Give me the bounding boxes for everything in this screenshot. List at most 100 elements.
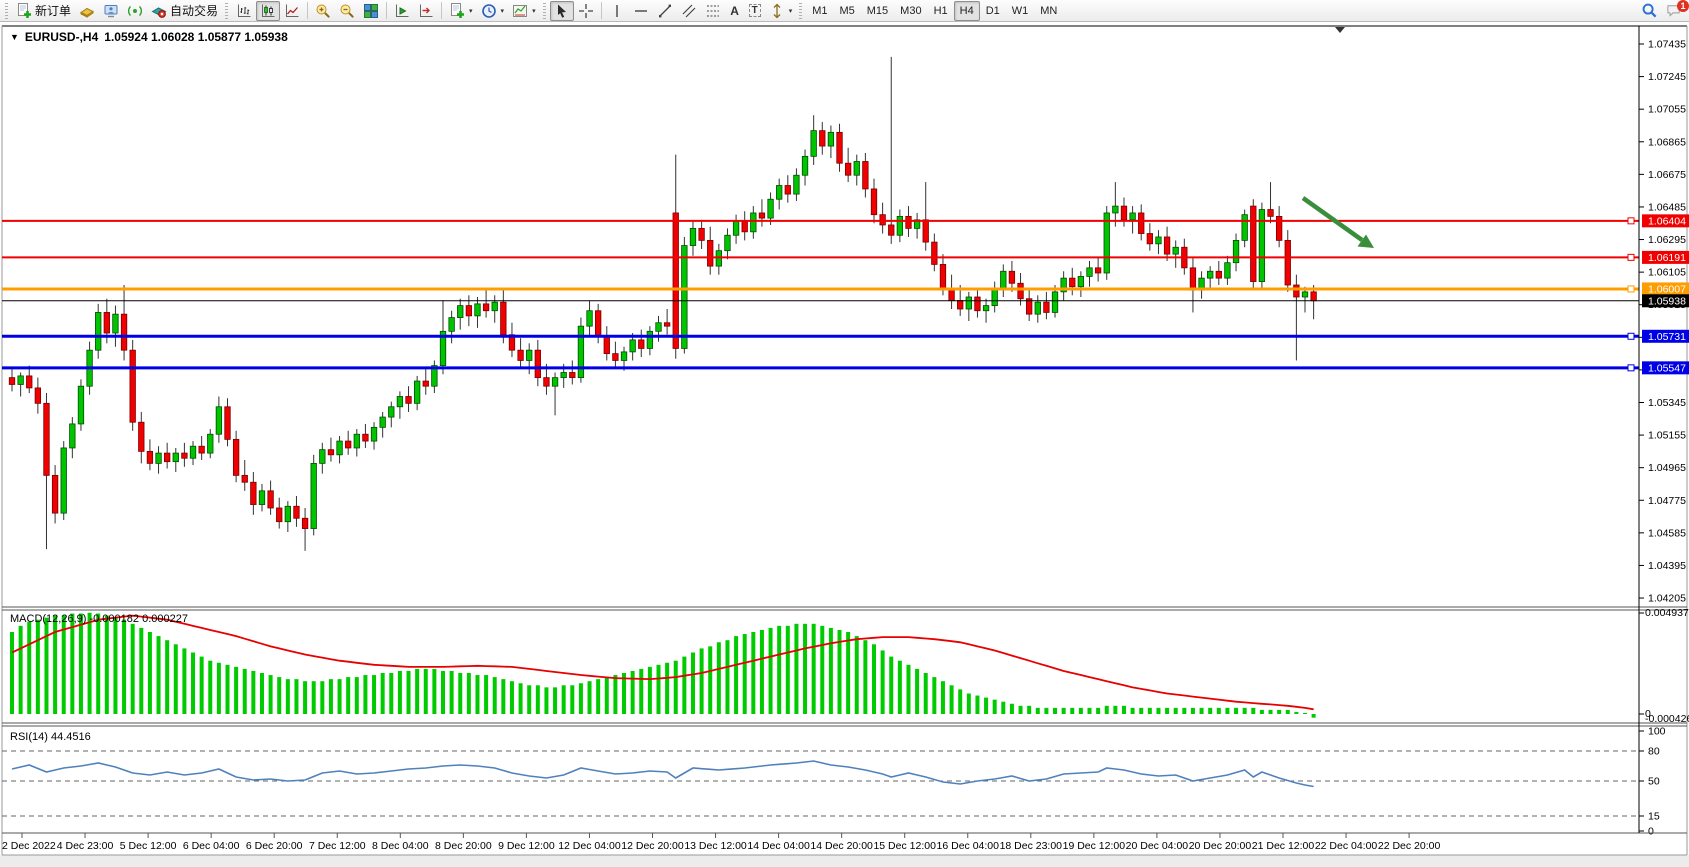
chart-shift-button[interactable] xyxy=(414,1,438,21)
svg-text:15 Dec 12:00: 15 Dec 12:00 xyxy=(873,840,936,852)
new-order-button[interactable]: 新订单 xyxy=(12,1,75,21)
cursor-icon xyxy=(554,3,570,19)
new-chart-icon xyxy=(449,2,465,19)
price-axis[interactable] xyxy=(1640,26,1688,833)
search-button[interactable] xyxy=(1637,1,1662,21)
line-chart-button[interactable] xyxy=(280,1,304,21)
svg-text:1.06191: 1.06191 xyxy=(1648,252,1686,264)
toolbar-separator xyxy=(441,2,443,19)
notifications-button[interactable]: 1 xyxy=(1662,0,1689,21)
svg-text:15: 15 xyxy=(1648,811,1660,823)
timeframe-m1[interactable]: M1 xyxy=(812,4,828,17)
svg-text:1.05345: 1.05345 xyxy=(1648,397,1686,409)
clock-icon xyxy=(481,3,497,19)
svg-text:13 Dec 12:00: 13 Dec 12:00 xyxy=(684,840,747,852)
time-axis[interactable] xyxy=(2,833,1639,855)
new-order-icon xyxy=(16,2,32,19)
timeframe-d1[interactable]: D1 xyxy=(985,4,1000,17)
svg-text:14 Dec 04:00: 14 Dec 04:00 xyxy=(747,840,810,852)
svg-text:4 Dec 23:00: 4 Dec 23:00 xyxy=(57,840,114,852)
svg-text:1.04965: 1.04965 xyxy=(1648,462,1686,474)
zoom-in-button[interactable] xyxy=(311,1,335,21)
svg-text:MACD(12,26,9) -0.000182 0.0002: MACD(12,26,9) -0.000182 0.000227 xyxy=(10,613,188,625)
tile-windows-button[interactable] xyxy=(359,1,383,21)
zoom-out-button[interactable] xyxy=(335,1,359,21)
svg-text:6 Dec 20:00: 6 Dec 20:00 xyxy=(246,840,303,852)
terminal-button[interactable] xyxy=(99,1,123,21)
tile-windows-icon xyxy=(363,3,379,19)
svg-text:21 Dec 12:00: 21 Dec 12:00 xyxy=(1252,840,1315,852)
vertical-line-tool-button[interactable] xyxy=(605,1,629,21)
svg-text:1.06485: 1.06485 xyxy=(1648,201,1686,213)
svg-text:1.06404: 1.06404 xyxy=(1648,215,1686,227)
svg-text:-0.000426: -0.000426 xyxy=(1645,713,1689,725)
auto-scroll-button[interactable] xyxy=(390,1,414,21)
arrows-tool-button[interactable]: ▾ xyxy=(765,1,797,21)
periods-button[interactable]: ▾ xyxy=(477,1,509,21)
svg-text:1.04775: 1.04775 xyxy=(1648,495,1686,507)
toolbar-separator xyxy=(307,2,309,19)
bar-chart-button[interactable] xyxy=(232,1,256,21)
text-label-icon: T xyxy=(748,4,761,17)
templates-icon xyxy=(512,3,528,19)
chevron-down-icon: ▾ xyxy=(500,7,505,15)
toolbar-grip[interactable] xyxy=(799,2,803,19)
candlestick-chart-button[interactable] xyxy=(256,0,281,21)
cursor-tool-button[interactable] xyxy=(549,0,574,21)
zoom-in-icon xyxy=(315,3,331,19)
toolbar-grip[interactable] xyxy=(225,2,229,19)
text-label-tool-button[interactable]: T xyxy=(745,1,765,21)
auto-trading-label: 自动交易 xyxy=(170,4,219,18)
fibonacci-tool-button[interactable] xyxy=(701,1,725,21)
svg-text:1.07435: 1.07435 xyxy=(1648,39,1686,51)
text-tool-button[interactable]: A xyxy=(725,1,745,21)
svg-text:12 Dec 20:00: 12 Dec 20:00 xyxy=(621,840,684,852)
vertical-line-icon xyxy=(609,3,625,19)
timeframe-m30[interactable]: M30 xyxy=(900,4,922,17)
timeframe-m15[interactable]: M15 xyxy=(866,4,889,17)
svg-text:9 Dec 12:00: 9 Dec 12:00 xyxy=(498,840,555,852)
crosshair-tool-button[interactable] xyxy=(574,1,598,21)
svg-text:0.004937: 0.004937 xyxy=(1645,607,1689,619)
collapse-icon[interactable]: ▼ xyxy=(10,32,19,42)
zoom-out-icon xyxy=(339,3,355,19)
timeframe-w1[interactable]: W1 xyxy=(1011,4,1029,17)
channel-tool-button[interactable] xyxy=(677,1,701,21)
svg-text:1.06295: 1.06295 xyxy=(1648,234,1686,246)
new-chart-button[interactable]: ▾ xyxy=(445,1,477,21)
svg-text:80: 80 xyxy=(1648,746,1660,758)
timeframe-h1[interactable]: H1 xyxy=(933,4,948,17)
toolbar-grip[interactable] xyxy=(542,2,546,19)
auto-trading-button[interactable]: 自动交易 xyxy=(147,1,222,21)
auto-scroll-icon xyxy=(394,3,410,19)
text-tool-icon: A xyxy=(730,3,739,18)
svg-text:1.04205: 1.04205 xyxy=(1648,593,1686,605)
svg-text:1.05938: 1.05938 xyxy=(1648,295,1686,307)
svg-text:1.06105: 1.06105 xyxy=(1648,267,1686,279)
svg-text:22 Dec 20:00: 22 Dec 20:00 xyxy=(1378,840,1441,852)
chevron-down-icon: ▾ xyxy=(532,7,536,15)
equidistant-channel-icon xyxy=(681,3,697,19)
timeframe-h4[interactable]: H4 xyxy=(953,0,980,21)
svg-text:1.07245: 1.07245 xyxy=(1648,71,1686,83)
svg-text:1.05731: 1.05731 xyxy=(1648,331,1686,343)
svg-text:6 Dec 04:00: 6 Dec 04:00 xyxy=(183,840,240,852)
trendline-tool-button[interactable] xyxy=(653,1,677,21)
svg-text:0: 0 xyxy=(1645,708,1651,720)
main-toolbar: 新订单 自动交易 ▾ ▾ xyxy=(0,0,1689,22)
trendline-icon xyxy=(657,3,673,19)
svg-text:7 Dec 12:00: 7 Dec 12:00 xyxy=(309,840,366,852)
timeframe-m5[interactable]: M5 xyxy=(839,4,855,17)
fibonacci-icon xyxy=(705,3,721,19)
horizontal-line-tool-button[interactable] xyxy=(629,1,653,21)
templates-button[interactable]: ▾ xyxy=(508,1,540,21)
toolbar-grip[interactable] xyxy=(5,2,8,19)
terminal-icon xyxy=(103,3,119,19)
market-watch-button[interactable] xyxy=(75,1,99,21)
ohlc-values: 1.05924 1.06028 1.05877 1.05938 xyxy=(104,30,288,44)
symbol-period-label: EURUSD-,H4 xyxy=(24,30,99,44)
timeframe-mn[interactable]: MN xyxy=(1040,4,1058,17)
signals-button[interactable] xyxy=(123,1,147,21)
